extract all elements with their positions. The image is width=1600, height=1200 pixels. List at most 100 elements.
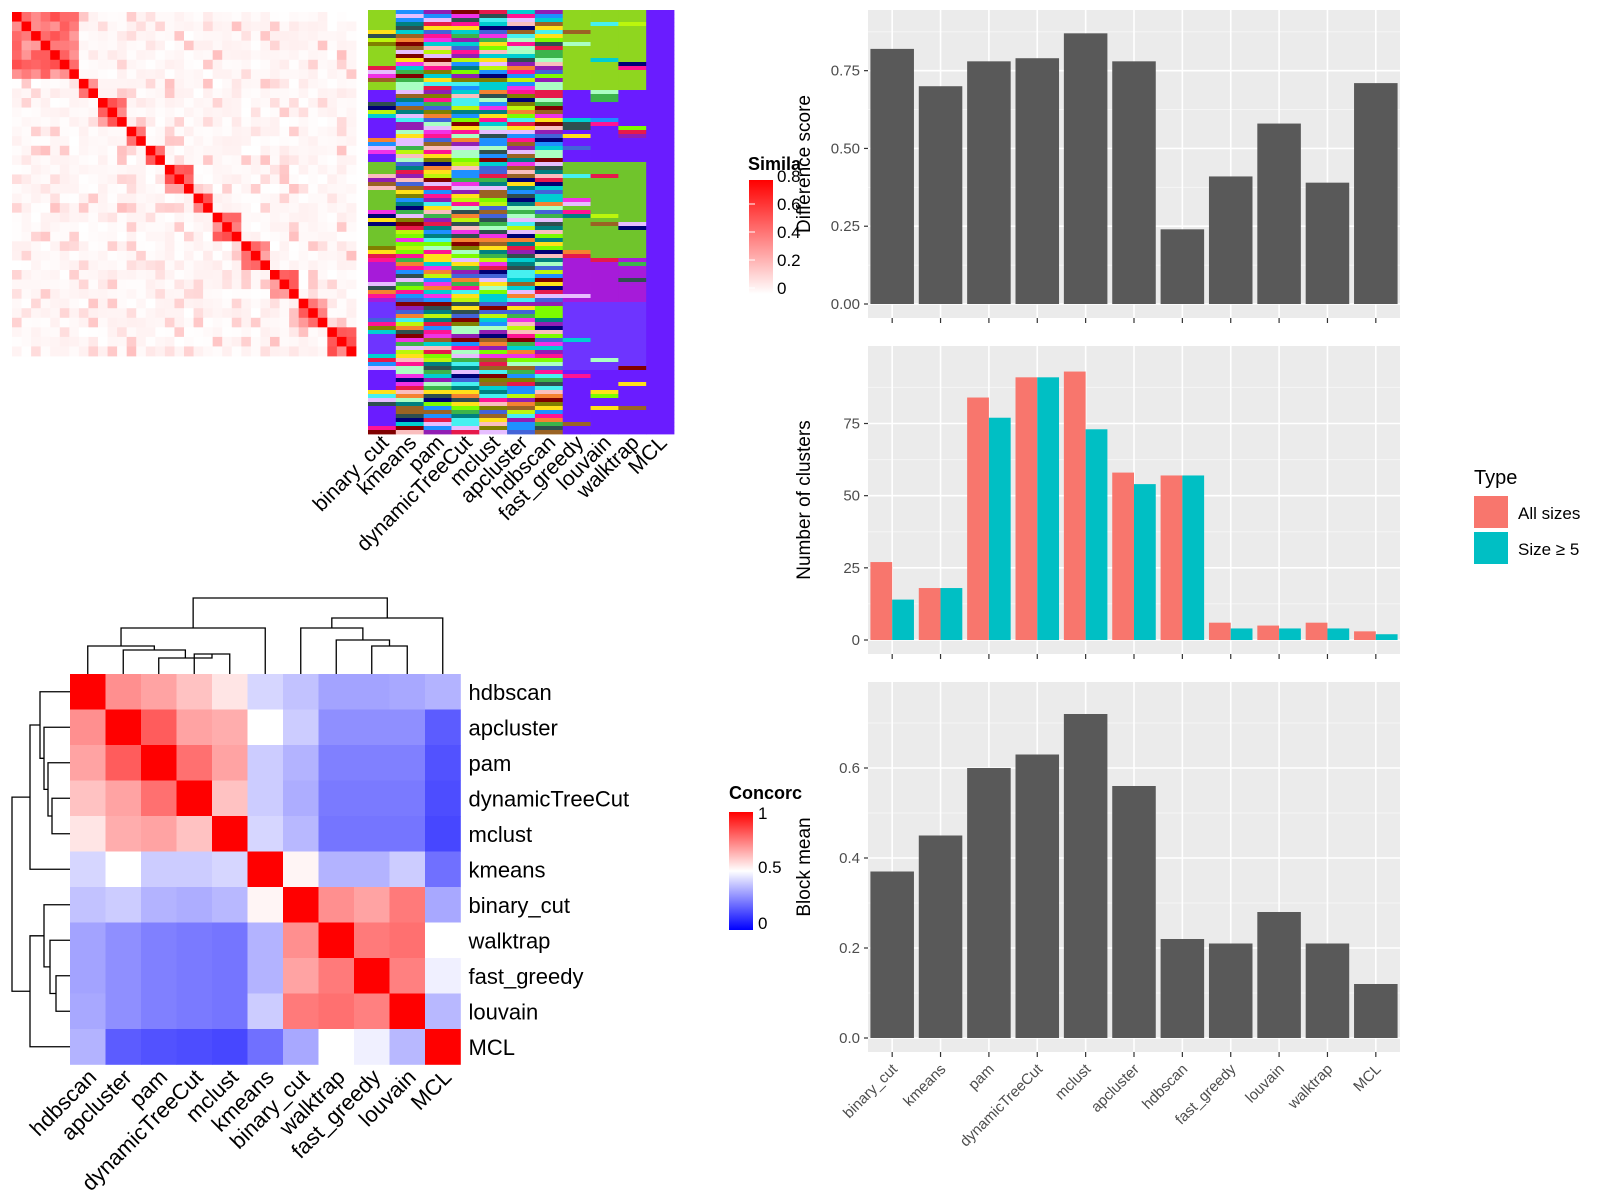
- assignment-cell: [618, 42, 647, 47]
- concordance-cell: [354, 709, 390, 746]
- similarity-cell: [174, 279, 185, 290]
- assignment-cell: [562, 210, 591, 215]
- similarity-cell: [260, 289, 271, 300]
- assignment-cell: [395, 298, 425, 303]
- assignment-cell: [395, 254, 425, 259]
- assignment-cell: [646, 242, 675, 247]
- assignment-cell: [423, 386, 452, 391]
- assignment-cell: [423, 346, 452, 351]
- similarity-cell: [40, 88, 51, 99]
- assignment-cell: [395, 38, 425, 43]
- bar: [1208, 943, 1253, 1038]
- similarity-cell: [231, 289, 242, 300]
- x-tick-label: kmeans: [900, 1061, 949, 1110]
- similarity-cell: [203, 59, 214, 70]
- assignment-cell: [534, 146, 564, 151]
- similarity-cell: [117, 88, 128, 99]
- assignment-cell: [368, 206, 397, 211]
- assignment-cell: [646, 218, 675, 223]
- similarity-cell: [117, 40, 128, 51]
- assignment-cell: [507, 110, 536, 115]
- similarity-cell: [174, 50, 185, 61]
- similarity-cell: [107, 336, 118, 347]
- assignment-cell: [423, 234, 452, 239]
- assignment-cell: [368, 410, 397, 415]
- assignment-cell: [507, 194, 536, 199]
- assignment-cell: [368, 62, 397, 67]
- similarity-cell: [298, 241, 309, 252]
- assignment-cell: [646, 126, 675, 131]
- concordance-cell: [425, 851, 461, 888]
- similarity-cell: [40, 260, 51, 271]
- assignment-cell: [395, 166, 425, 171]
- similarity-cell: [155, 231, 166, 242]
- similarity-cell: [317, 231, 328, 242]
- assignment-cell: [590, 210, 619, 215]
- assignment-cell: [562, 202, 591, 207]
- concordance-cell: [141, 780, 177, 817]
- assignment-cell: [479, 202, 508, 207]
- similarity-cell: [88, 270, 99, 280]
- assignment-cell: [423, 402, 452, 407]
- assignment-cell: [618, 182, 647, 187]
- assignment-cell: [534, 398, 564, 403]
- assignment-cell: [479, 270, 508, 275]
- similarity-cell: [59, 12, 70, 22]
- assignment-cell: [562, 294, 591, 299]
- assignment-cell: [590, 38, 619, 43]
- similarity-cell: [136, 155, 147, 166]
- assignment-cell: [507, 278, 536, 283]
- assignment-cell: [368, 334, 397, 339]
- similarity-cell: [184, 21, 194, 32]
- concordance-cell: [425, 887, 461, 923]
- similarity-cell: [317, 145, 328, 156]
- similarity-cell: [12, 222, 22, 233]
- similarity-cell: [222, 346, 233, 357]
- assignment-cell: [618, 82, 647, 87]
- assignment-cell: [646, 326, 675, 331]
- similarity-cell: [107, 260, 118, 271]
- concordance-cell: [389, 780, 426, 817]
- assignment-cell: [451, 174, 480, 179]
- similarity-cell: [289, 31, 300, 42]
- similarity-cell: [40, 336, 51, 347]
- assignment-cell: [423, 142, 452, 147]
- similarity-cell: [21, 98, 32, 108]
- assignment-cell: [534, 38, 564, 43]
- similarity-cell: [241, 279, 252, 290]
- similarity-cell: [98, 50, 108, 61]
- similarity-cell: [50, 145, 61, 156]
- similarity-cell: [50, 136, 61, 147]
- assignment-cell: [423, 226, 452, 231]
- assignment-cell: [507, 210, 536, 215]
- similarity-cell: [193, 222, 204, 233]
- concordance-cell: [283, 745, 319, 781]
- assignment-cell: [618, 246, 647, 251]
- similarity-cell: [336, 222, 347, 233]
- similarity-cell: [289, 40, 300, 51]
- assignment-cell: [534, 62, 564, 67]
- assignment-cell: [562, 346, 591, 351]
- bar: [1305, 182, 1350, 304]
- similarity-cell: [136, 78, 147, 89]
- similarity-cell: [126, 193, 137, 204]
- assignment-cell: [479, 174, 508, 179]
- assignment-cell: [590, 190, 619, 195]
- similarity-cell: [98, 40, 108, 51]
- similarity-cell: [193, 193, 204, 204]
- assignment-cell: [534, 102, 564, 107]
- similarity-cell: [21, 231, 32, 242]
- assignment-cell: [618, 142, 647, 147]
- concordance-cell: [425, 922, 461, 959]
- assignment-cell: [590, 162, 619, 167]
- assignment-cell: [451, 182, 480, 187]
- assignment-cell: [423, 42, 452, 47]
- assignment-cell: [562, 34, 591, 39]
- similarity-cell: [298, 317, 309, 328]
- assignment-cell: [395, 278, 425, 283]
- similarity-cell: [174, 59, 185, 70]
- similarity-cell: [346, 107, 357, 118]
- similarity-cell: [193, 260, 204, 271]
- assignment-cell: [590, 146, 619, 151]
- y-tick-label: 0.4: [839, 850, 860, 867]
